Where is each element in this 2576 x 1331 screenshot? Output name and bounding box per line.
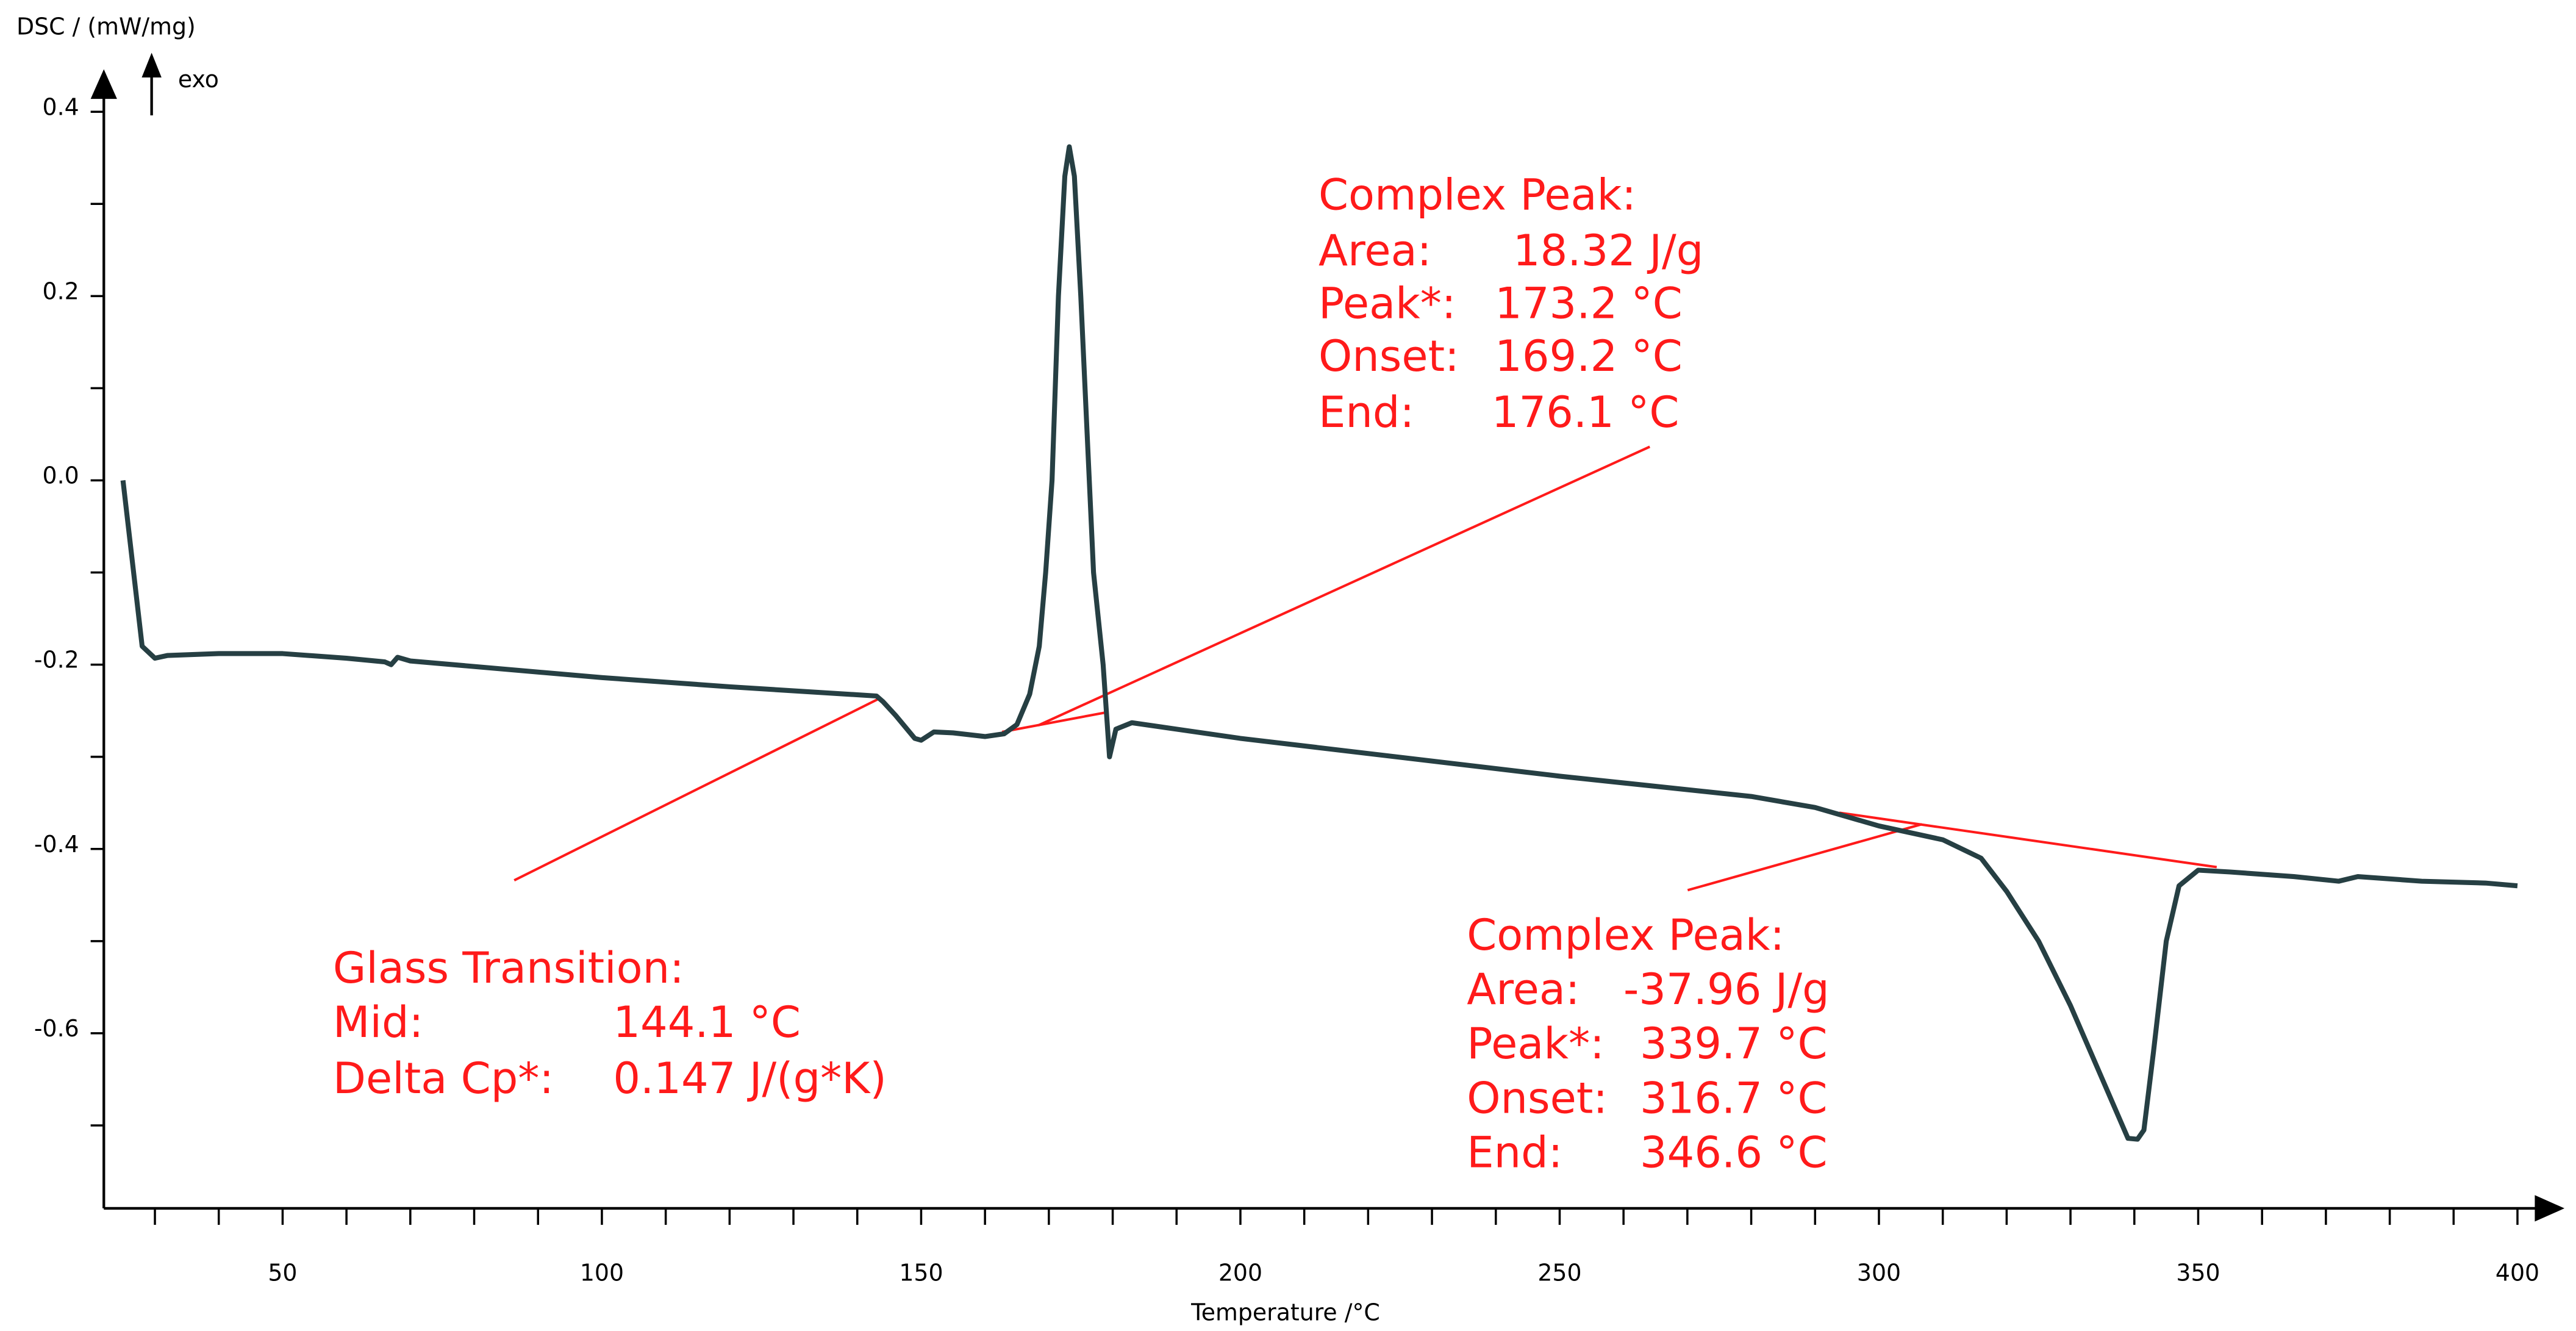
y-tick-label: 0.2 (43, 278, 79, 304)
x-axis-arrow (2535, 1195, 2565, 1222)
annotation-value: 316.7 °C (1640, 1073, 1828, 1123)
x-tick-label: 250 (1537, 1260, 1581, 1286)
y-axis-label: DSC / (mW/mg) (16, 13, 196, 40)
annotation-value: 346.6 °C (1640, 1127, 1828, 1177)
exo-arrow-head (141, 52, 162, 78)
construction-lines (513, 445, 2217, 892)
annotation-label: Area: (1467, 964, 1580, 1014)
x-tick-label: 50 (268, 1260, 297, 1286)
annotation-value: 169.2 °C (1495, 331, 1683, 381)
annotation-label: Delta Cp*: (333, 1053, 554, 1103)
annotation-label: Onset: (1318, 331, 1459, 381)
x-tick-label: 200 (1218, 1260, 1262, 1286)
baseline (1839, 811, 2217, 869)
dsc-curve (120, 144, 2518, 1142)
y-axis-arrow (90, 69, 117, 99)
annotation-label: Onset: (1467, 1073, 1608, 1123)
x-tick-label: 100 (580, 1260, 624, 1286)
annotation-value: 176.1 °C (1492, 387, 1680, 437)
y-tick-label: -0.6 (34, 1015, 79, 1042)
annotation-label: Area: (1318, 226, 1431, 276)
annotation-value: 339.7 °C (1640, 1019, 1828, 1069)
annotation-label: End: (1467, 1127, 1562, 1177)
annotation-value: 0.147 J/(g*K) (613, 1053, 886, 1103)
exo-label: exo (178, 66, 219, 93)
baseline (1001, 711, 1108, 733)
annotation-value: 144.1 °C (613, 997, 801, 1047)
annotation-label: Complex Peak: (1467, 910, 1784, 960)
leader-line (1687, 823, 1922, 892)
y-tick-label: -0.2 (34, 647, 79, 673)
annotation-label: Complex Peak: (1318, 170, 1636, 220)
annotation-value: -37.96 J/g (1623, 964, 1830, 1014)
x-tick-label: 350 (2176, 1260, 2220, 1286)
leader-line (1037, 445, 1651, 726)
y-tick-label: 0.0 (43, 462, 79, 489)
annotation-value: 18.32 J/g (1513, 226, 1703, 276)
annotation-value: 173.2 °C (1495, 279, 1683, 329)
x-axis-label: Temperature /°C (1190, 1299, 1380, 1326)
tangent-line (513, 698, 879, 881)
annotation-label: Peak*: (1467, 1019, 1605, 1069)
annotation-label: Mid: (333, 997, 423, 1047)
y-tick-label: -0.4 (34, 831, 79, 858)
x-tick-label: 150 (899, 1260, 943, 1286)
annotation-label: Glass Transition: (333, 943, 684, 993)
x-tick-label: 400 (2496, 1260, 2539, 1286)
annotation-label: Peak*: (1318, 279, 1456, 329)
x-tick-label: 300 (1857, 1260, 1901, 1286)
y-tick-label: 0.4 (43, 93, 79, 120)
annotation-label: End: (1318, 387, 1414, 437)
